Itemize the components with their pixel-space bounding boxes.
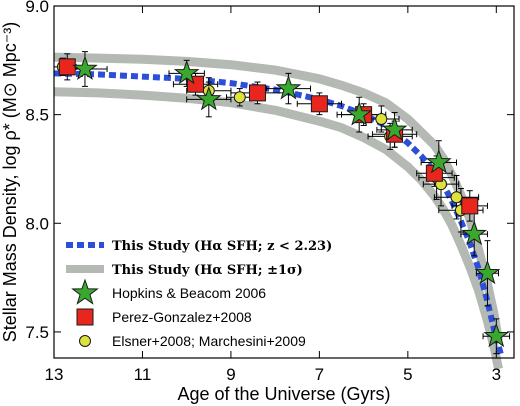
legend-label: This Study (Hα SFH; z < 2.23) [112, 239, 332, 254]
y-tick-label: 7.5 [25, 323, 49, 342]
legend-circle-swatch [79, 335, 91, 347]
star-data-point [275, 75, 302, 100]
plot-frame [53, 5, 515, 359]
legend-square-swatch [76, 308, 94, 326]
x-tick-label: 7 [315, 365, 324, 384]
legend-entry: Perez-Gonzalez+2008 [76, 308, 252, 326]
y-tick-label: 8.5 [25, 106, 49, 125]
star-data-point [381, 116, 408, 141]
sigma-band-lower-line [53, 87, 503, 370]
legend-entry: Hopkins & Beacom 2006 [71, 278, 266, 305]
legend-star-swatch [71, 278, 99, 305]
square-data-point [248, 84, 266, 102]
legend-entry: This Study (Hα SFH; ±1σ) [66, 263, 303, 278]
star-data-point [346, 101, 373, 126]
star-data-point [195, 85, 222, 111]
legend-label: Perez-Gonzalez+2008 [112, 309, 252, 325]
circle-data-point [233, 91, 246, 104]
legend-label: Hopkins & Beacom 2006 [112, 285, 266, 301]
y-axis-label: Stellar Mass Density, log ρ* (M⊙ Mpc⁻³) [0, 22, 20, 343]
star-data-point [173, 59, 200, 85]
legend-label: Elsner+2008; Marchesini+2009 [112, 333, 306, 349]
x-axis-label: Age of the Universe (Gyrs) [177, 384, 390, 404]
square-data-point [310, 95, 328, 113]
y-tick-label: 8.0 [25, 214, 49, 233]
tick-layer: 13 11 9 7 5 3 7.5 8.0 8.5 9.0 [25, 0, 514, 384]
star-data-point [461, 220, 488, 246]
marker-layer [56, 55, 510, 348]
star-data-point [425, 148, 452, 174]
x-tick-label: 3 [492, 365, 501, 384]
square-data-point [58, 58, 76, 76]
x-tick-label: 9 [226, 365, 235, 384]
circle-data-point [375, 112, 388, 125]
y-tick-label: 9.0 [25, 0, 49, 16]
star-data-point [483, 322, 510, 348]
circle-data-point [450, 191, 463, 204]
square-data-point [461, 197, 479, 215]
legend-label: This Study (Hα SFH; ±1σ) [112, 263, 303, 278]
x-tick-label: 5 [403, 365, 412, 384]
star-data-point [72, 55, 98, 80]
legend-entry: This Study (Hα SFH; z < 2.23) [66, 239, 332, 254]
legend: This Study (Hα SFH; z < 2.23) This Study … [66, 239, 332, 349]
star-data-point [474, 259, 501, 285]
x-tick-label: 13 [45, 365, 64, 384]
legend-entry: Elsner+2008; Marchesini+2009 [79, 333, 306, 349]
x-tick-label: 11 [134, 365, 152, 384]
